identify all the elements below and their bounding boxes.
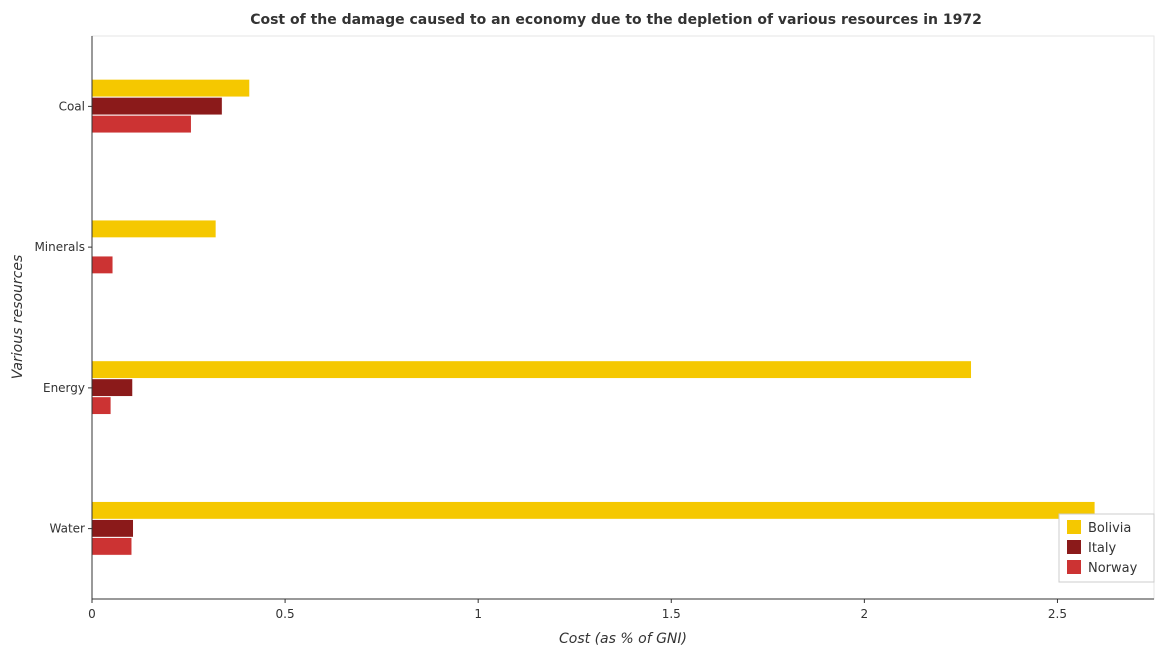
bar-italy-coal [91, 97, 223, 116]
x-tick-label: 2.5 [1048, 607, 1067, 621]
legend-swatch-italy [1067, 540, 1081, 554]
bar-bolivia-coal [91, 79, 250, 98]
x-tick-label: 0 [88, 607, 96, 621]
bars-group [91, 79, 1096, 556]
y-tick-label: Water [50, 522, 86, 536]
bar-bolivia-water [91, 501, 1096, 520]
bar-norway-energy [91, 396, 112, 415]
bar-norway-coal [91, 115, 192, 134]
legend-label-norway: Norway [1088, 561, 1138, 576]
bar-bolivia-minerals [91, 219, 217, 238]
bar-bolivia-energy [91, 360, 972, 379]
legend-label-bolivia: Bolivia [1088, 521, 1131, 536]
chart-title: Cost of the damage caused to an economy … [250, 12, 982, 28]
legend-swatch-bolivia [1067, 520, 1081, 534]
y-tick-label: Minerals [34, 240, 85, 254]
legend-label-italy: Italy [1088, 541, 1117, 556]
x-tick-label: 1.5 [662, 607, 681, 621]
x-tick-label: 0.5 [276, 607, 295, 621]
legend-swatch-norway [1067, 560, 1081, 574]
y-axis-label: Various resources [10, 255, 26, 380]
legend: Bolivia Italy Norway [1058, 513, 1155, 583]
bar-norway-water [91, 537, 133, 556]
bar-italy-energy [91, 378, 133, 397]
x-axis-label: Cost (as % of GNI) [559, 631, 687, 647]
bar-norway-minerals [91, 255, 114, 274]
y-ticks-group: Coal Minerals Energy Water [34, 99, 92, 536]
x-tick-label: 2 [861, 607, 869, 621]
x-ticks-group: 0 0.5 1 1.5 2 2.5 [88, 599, 1067, 621]
y-tick-label: Coal [59, 99, 85, 113]
bar-italy-water [91, 519, 134, 538]
y-tick-label: Energy [43, 381, 85, 395]
x-tick-label: 1 [474, 607, 482, 621]
